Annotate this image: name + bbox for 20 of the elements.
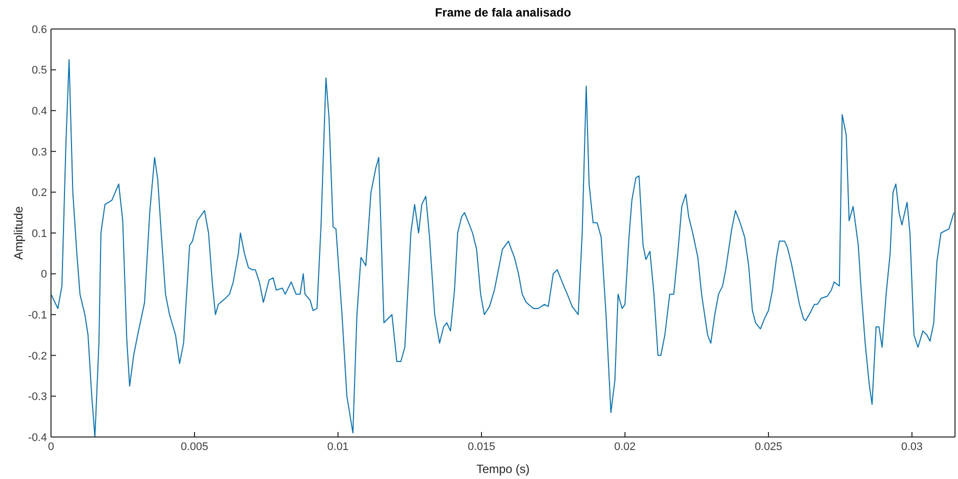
chart-title: Frame de fala analisado <box>434 6 572 20</box>
y-tick-label: -0.4 <box>28 432 47 444</box>
y-tick-label: -0.3 <box>28 391 47 404</box>
x-tick-label: 0.025 <box>754 440 782 453</box>
y-tick-label: -0.2 <box>28 350 47 362</box>
y-tick-label: 0.4 <box>32 106 47 118</box>
x-axis-title: Tempo (s) <box>476 462 530 476</box>
x-tick-label: 0.005 <box>180 440 208 453</box>
x-tick-label: 0.015 <box>468 440 496 453</box>
x-tick-label: 0.01 <box>327 440 349 453</box>
y-tick-label: 0.5 <box>32 64 47 77</box>
y-tick-label: 0.3 <box>32 146 47 158</box>
y-tick-label: 0.6 <box>32 24 47 36</box>
y-tick-label: 0.1 <box>32 228 47 240</box>
y-tick-label: 0.2 <box>32 187 47 200</box>
y-tick-label: -0.1 <box>28 310 47 322</box>
y-axis-title: Amplitude <box>11 206 26 260</box>
x-tick-label: 0.02 <box>614 440 636 453</box>
y-tick-label: 0 <box>40 268 47 281</box>
x-tick-label: 0.03 <box>901 440 923 453</box>
